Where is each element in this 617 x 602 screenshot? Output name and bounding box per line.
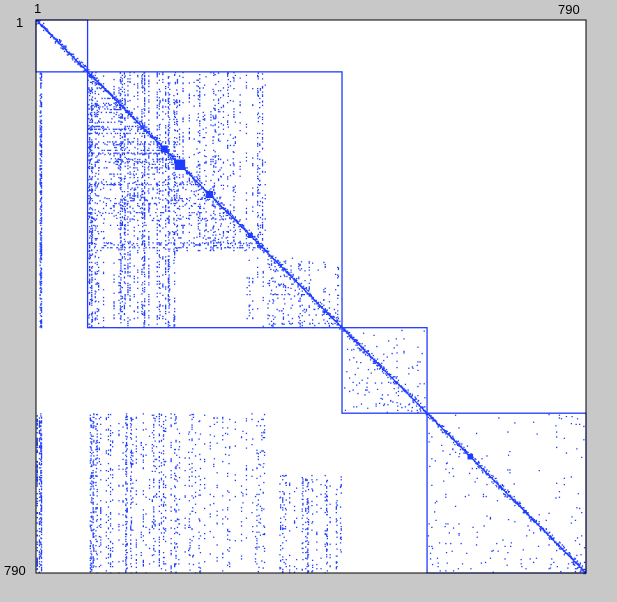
x-tick-label-end: 790 [558, 2, 580, 17]
block-3-outline [341, 327, 428, 414]
matrix-diagonal [35, 19, 587, 574]
block-2-outline [86, 71, 343, 329]
y-tick-label-start: 1 [16, 15, 24, 30]
y-tick-label-end: 790 [4, 563, 26, 578]
plot-frame [35, 19, 587, 574]
x-tick-label-start: 1 [34, 1, 42, 16]
